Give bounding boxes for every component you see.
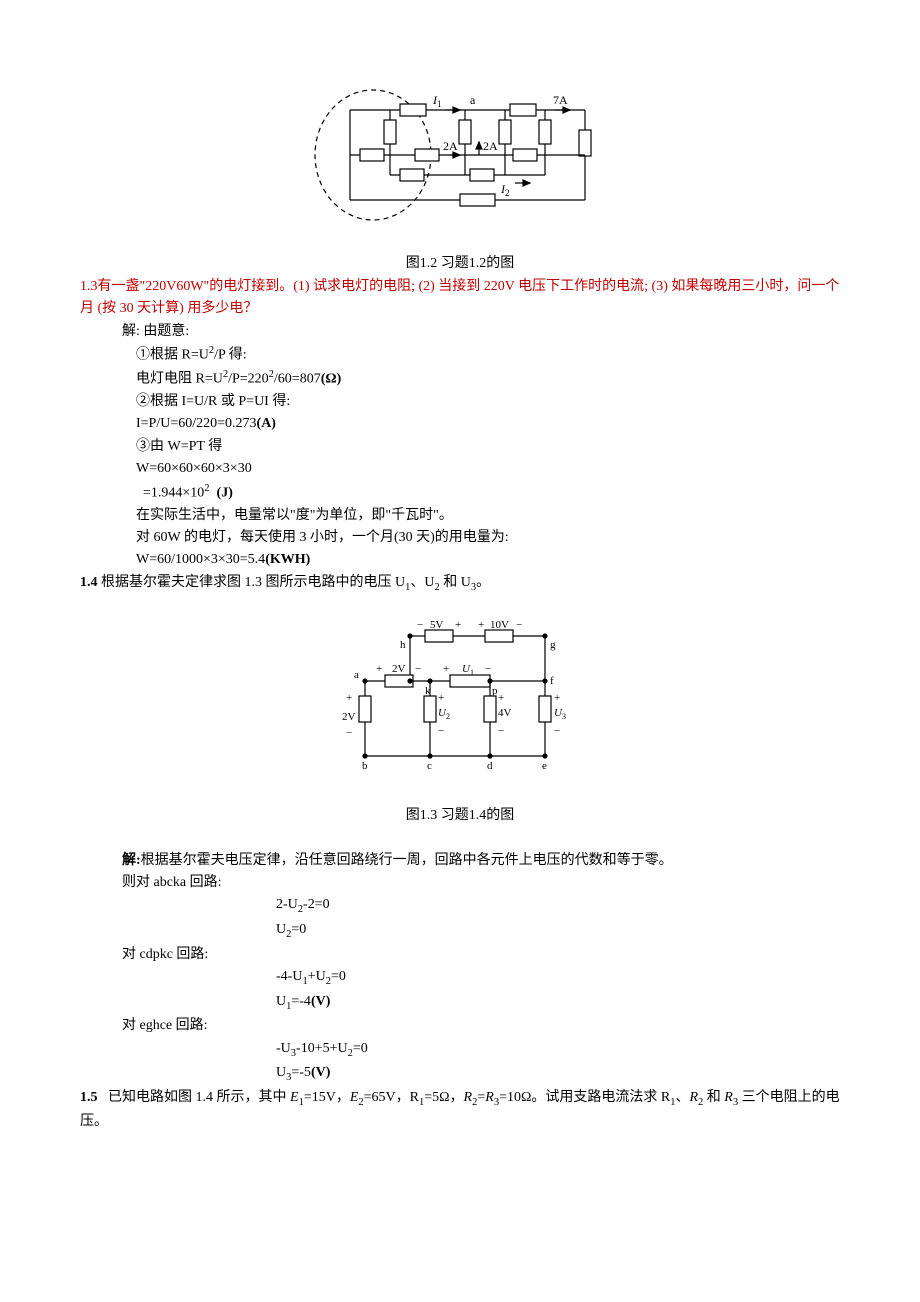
p14-l5: 对 cdpkc 回路:: [80, 944, 840, 966]
svg-text:I1: I1: [432, 93, 442, 109]
figure-1-2-caption: 图1.2 习题1.2的图: [80, 253, 840, 275]
svg-text:10V: 10V: [490, 619, 509, 631]
svg-text:+: +: [498, 692, 504, 704]
svg-text:−: −: [485, 663, 491, 675]
figure-1-3: −5V+ +10V− h g a +2V− k +U1− p f +2V− +U…: [80, 616, 840, 794]
svg-text:7A: 7A: [553, 93, 568, 107]
p14-l9: -U3-10+5+U2=0: [80, 1038, 840, 1063]
svg-text:+: +: [443, 663, 449, 675]
p13-l7: W=60×60×60×3×30: [80, 458, 840, 480]
svg-text:a: a: [470, 93, 476, 107]
svg-text:+: +: [478, 619, 484, 631]
svg-text:g: g: [550, 639, 556, 651]
svg-text:I2: I2: [500, 182, 510, 198]
num-1-3: 1.3: [80, 279, 98, 294]
p13-l5: I=P/U=60/220=0.273(A): [80, 413, 840, 435]
svg-text:k: k: [425, 685, 431, 697]
svg-text:+: +: [455, 619, 461, 631]
svg-text:d: d: [487, 760, 493, 772]
p13-l4: ②根据 I=U/R 或 P=UI 得:: [80, 391, 840, 413]
p14-l2: 则对 abcka 回路:: [80, 872, 840, 894]
text-1-3: 有一盏"220V60W"的电灯接到。(1) 试求电灯的电阻; (2) 当接到 2…: [80, 279, 839, 316]
svg-text:2V: 2V: [342, 711, 356, 723]
p13-l3: 电灯电阻 R=U2/P=2202/60=807(Ω): [80, 367, 840, 391]
svg-text:2A: 2A: [443, 139, 458, 153]
p14-l4: U2=0: [80, 919, 840, 944]
p13-l2: ①根据 R=U2/P 得:: [80, 343, 840, 367]
p14-l6: -4-U1+U2=0: [80, 966, 840, 991]
circuit-diagram-1-3: −5V+ +10V− h g a +2V− k +U1− p f +2V− +U…: [330, 616, 590, 786]
p13-l9: 在实际生活中，电量常以"度"为单位，即"千瓦时"。: [80, 505, 840, 527]
svg-text:2A: 2A: [483, 139, 498, 153]
svg-text:2V: 2V: [392, 663, 406, 675]
svg-text:a: a: [354, 669, 359, 681]
p14-l8: 对 eghce 回路:: [80, 1015, 840, 1037]
svg-text:U3: U3: [554, 707, 566, 721]
problem-1-3-title: 1.3有一盏"220V60W"的电灯接到。(1) 试求电灯的电阻; (2) 当接…: [80, 276, 840, 321]
p13-l10: 对 60W 的电灯，每天使用 3 小时，一个月(30 天)的用电量为:: [80, 527, 840, 549]
svg-text:b: b: [362, 760, 368, 772]
svg-text:+: +: [438, 692, 444, 704]
p14-l3: 2-U2-2=0: [80, 894, 840, 919]
svg-text:−: −: [417, 619, 423, 631]
svg-text:f: f: [550, 675, 554, 687]
svg-text:e: e: [542, 760, 547, 772]
svg-text:−: −: [554, 725, 560, 737]
svg-text:c: c: [427, 760, 432, 772]
svg-text:U2: U2: [438, 707, 450, 721]
p13-l1: 解: 由题意:: [80, 321, 840, 343]
p14-l7: U1=-4(V): [80, 991, 840, 1016]
svg-text:−: −: [498, 725, 504, 737]
svg-text:−: −: [346, 727, 352, 739]
problem-1-5: 1.5 已知电路如图 1.4 所示，其中 E1=15V，E2=65V，R1=5Ω…: [80, 1087, 840, 1134]
circuit-diagram-1-2: I1 a 7A 2A 2A I2: [305, 80, 615, 235]
svg-text:−: −: [516, 619, 522, 631]
figure-1-3-caption: 图1.3 习题1.4的图: [80, 805, 840, 827]
svg-text:h: h: [400, 639, 406, 651]
figure-1-2: I1 a 7A 2A 2A I2: [80, 80, 840, 243]
p13-l8: =1.944×102 (J): [80, 481, 840, 505]
svg-text:−: −: [415, 663, 421, 675]
svg-text:4V: 4V: [498, 707, 512, 719]
svg-text:+: +: [346, 692, 352, 704]
svg-text:U1: U1: [462, 663, 474, 677]
svg-text:−: −: [438, 725, 444, 737]
svg-text:+: +: [376, 663, 382, 675]
p13-l6: ③由 W=PT 得: [80, 436, 840, 458]
p14-sol-1: 解:根据基尔霍夫电压定律，沿任意回路绕行一周，回路中各元件上电压的代数和等于零。: [80, 850, 840, 872]
svg-text:+: +: [554, 692, 560, 704]
problem-1-4-title: 1.4 根据基尔霍夫定律求图 1.3 图所示电路中的电压 U1、U2 和 U3。: [80, 572, 840, 597]
p13-l11: W=60/1000×3×30=5.4(KWH): [80, 549, 840, 571]
svg-text:5V: 5V: [430, 619, 444, 631]
p14-l10: U3=-5(V): [80, 1062, 840, 1087]
